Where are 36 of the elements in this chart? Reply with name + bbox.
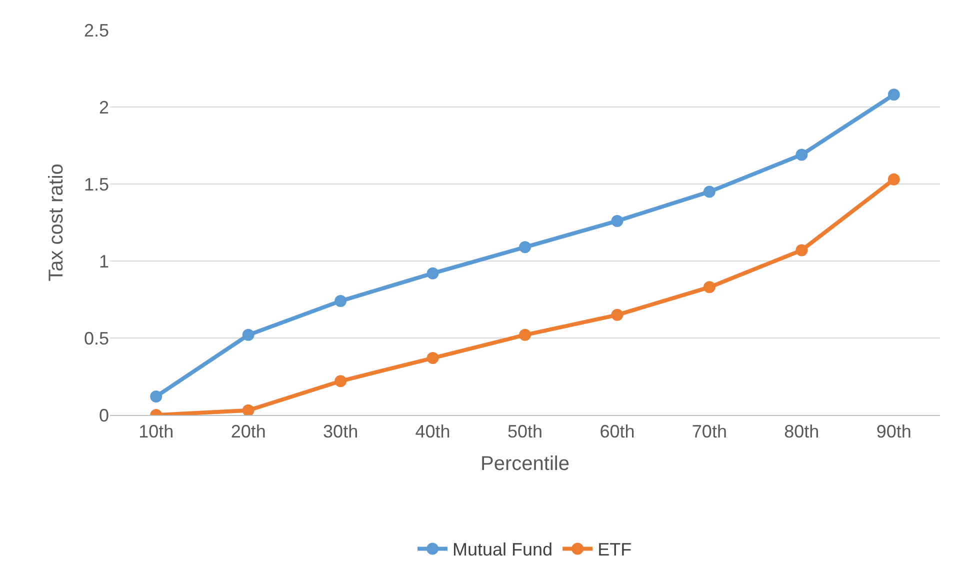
- y-tick-label: 0: [98, 405, 109, 426]
- x-tick-label: 20th: [230, 422, 266, 442]
- legend-label: ETF: [598, 540, 632, 560]
- y-tick-label: 1.5: [84, 174, 109, 194]
- point: [426, 352, 439, 364]
- point: [334, 295, 347, 308]
- point: [519, 241, 531, 254]
- point: [242, 328, 254, 341]
- y-tick-label: 1: [98, 251, 109, 272]
- x-tick-label: 40th: [415, 422, 450, 442]
- y-tick-label: 2: [98, 97, 109, 118]
- x-tick-label: 60th: [600, 422, 635, 442]
- point: [796, 244, 808, 256]
- point: [334, 375, 347, 388]
- x-tick-label: 70th: [692, 422, 727, 442]
- x-tick-label: 50th: [507, 422, 543, 442]
- point: [796, 148, 808, 161]
- y-axis-title: Tax cost ratio: [45, 164, 68, 282]
- point: [703, 281, 716, 294]
- x-axis-title: Percentile: [480, 453, 570, 476]
- x-tick-label: 80th: [784, 422, 820, 442]
- point: [426, 267, 439, 280]
- point: [611, 214, 624, 227]
- point: [888, 88, 900, 101]
- point: [519, 328, 531, 341]
- point: [703, 186, 716, 198]
- point: [150, 390, 162, 403]
- x-tick-label: 10th: [138, 422, 174, 442]
- point: [888, 173, 900, 186]
- y-tick-label: 0.5: [84, 328, 109, 348]
- point: [242, 404, 254, 415]
- x-tick-label: 90th: [876, 422, 912, 442]
- legend-label: Mutual Fund: [452, 540, 553, 560]
- point: [611, 308, 624, 321]
- y-tick-label: 2.5: [84, 20, 109, 40]
- x-tick-label: 30th: [323, 422, 358, 442]
